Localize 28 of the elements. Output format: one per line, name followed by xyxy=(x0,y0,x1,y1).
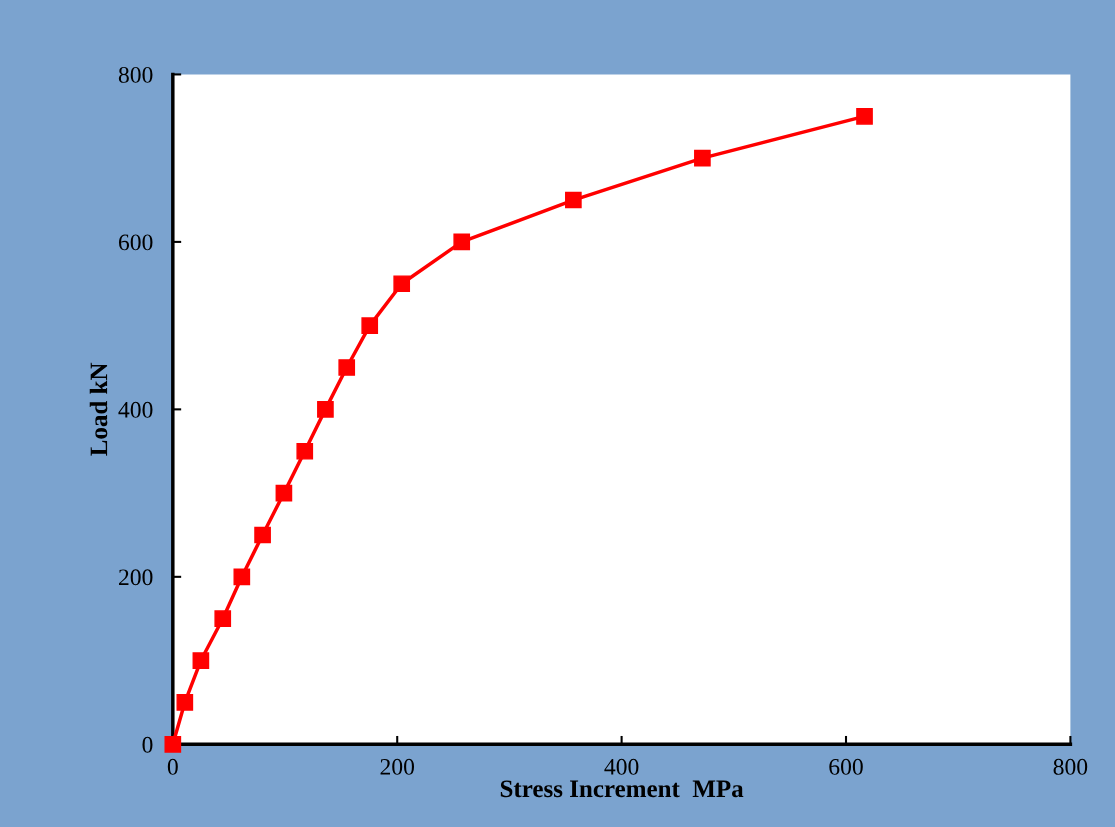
point xyxy=(338,359,356,376)
point xyxy=(176,694,194,711)
point xyxy=(192,652,210,669)
x-tick-label: 200 xyxy=(380,758,415,775)
point xyxy=(694,149,711,167)
y-tick-label: 0 xyxy=(142,736,153,753)
point xyxy=(214,610,232,628)
x-tick-label: 0 xyxy=(167,758,178,775)
point xyxy=(453,233,471,251)
y-tick-label: 600 xyxy=(118,234,153,251)
point xyxy=(361,317,379,334)
x-axis-title: Stress Increment MPa xyxy=(500,780,744,798)
point xyxy=(565,191,582,209)
y-tick-label: 400 xyxy=(118,401,153,418)
y-axis-title: Load kN xyxy=(89,362,108,456)
x-tick-label: 400 xyxy=(604,758,639,775)
x-tick-label: 800 xyxy=(1053,758,1088,775)
point xyxy=(164,735,182,753)
point xyxy=(317,401,334,418)
point xyxy=(296,442,314,460)
point xyxy=(393,275,411,293)
y-tick-label: 200 xyxy=(119,569,153,586)
point xyxy=(275,484,293,502)
y-tick-label: 800 xyxy=(118,66,153,83)
x-tick-label: 600 xyxy=(829,758,863,775)
point xyxy=(856,107,873,125)
point xyxy=(233,568,251,586)
point xyxy=(254,526,271,544)
